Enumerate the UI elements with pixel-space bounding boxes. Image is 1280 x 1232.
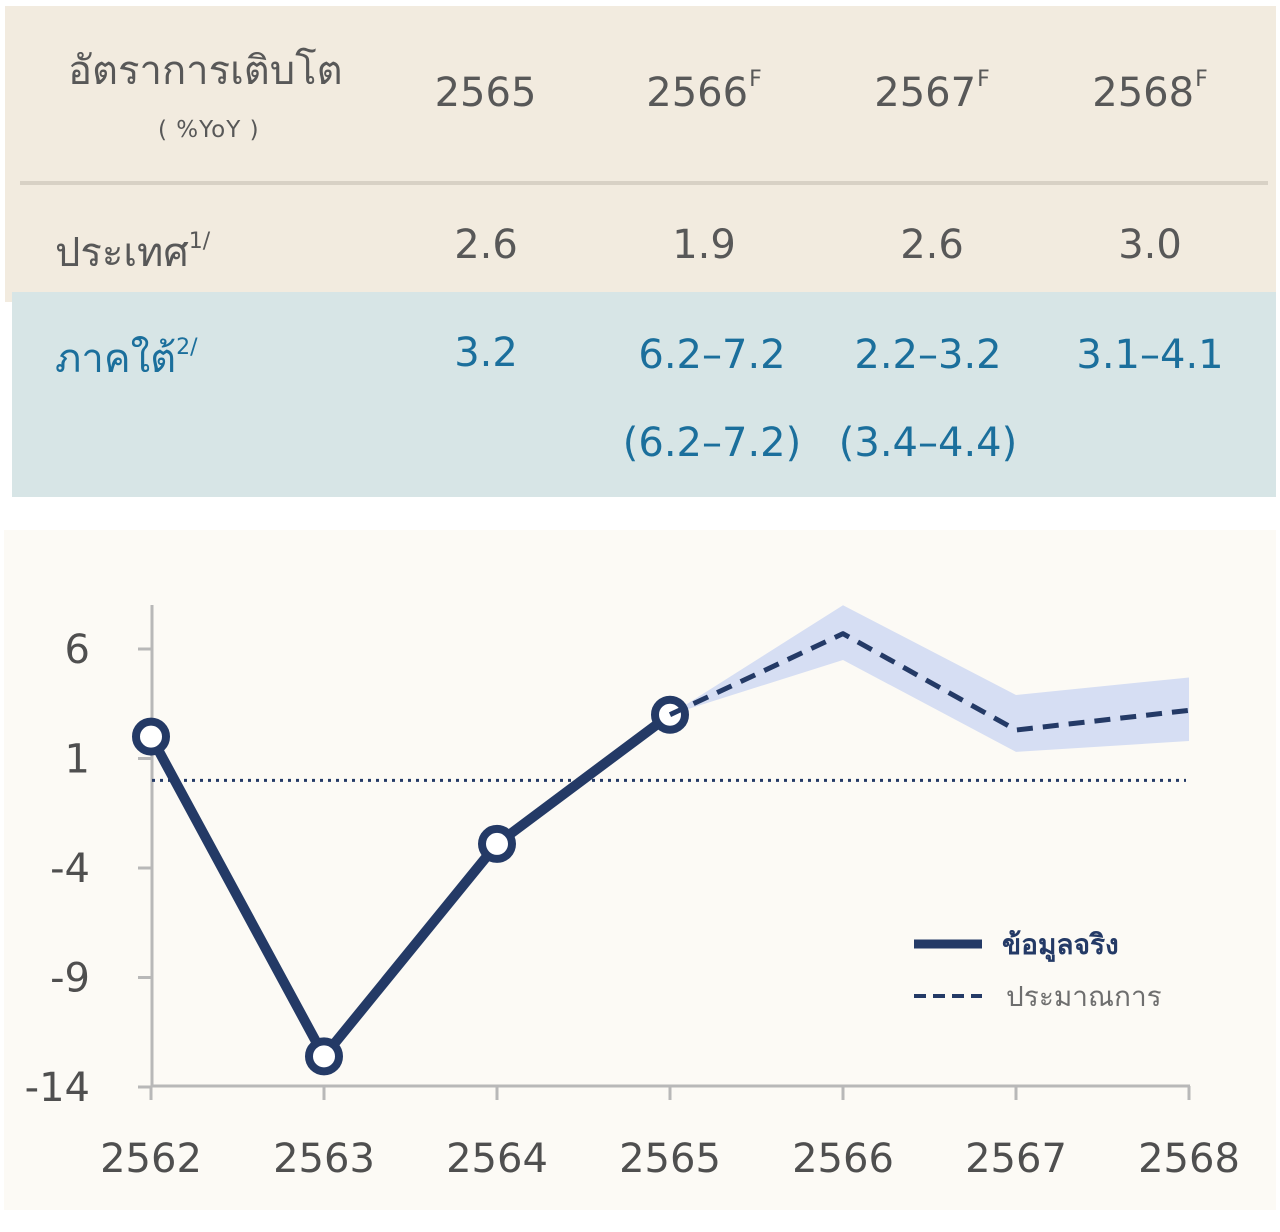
south-value: 6.2–7.2 bbox=[638, 332, 786, 378]
south-row-bg bbox=[12, 292, 1276, 497]
x-tick-label: 2562 bbox=[100, 1136, 202, 1182]
legend-label-actual: ข้อมูลจริง bbox=[1002, 928, 1119, 962]
actual-data-point bbox=[305, 1037, 343, 1076]
x-tick-label: 2563 bbox=[273, 1136, 375, 1182]
table-title: อัตราการเติบโต bbox=[68, 48, 343, 94]
x-tick-label: 2565 bbox=[619, 1136, 721, 1182]
header-divider bbox=[20, 181, 1268, 185]
x-tick-label: 2568 bbox=[1138, 1136, 1240, 1182]
row-label-south: ภาคใต้2/ bbox=[55, 334, 198, 382]
y-tick-label: -9 bbox=[50, 956, 90, 1002]
country-value: 2.6 bbox=[900, 222, 964, 268]
chart-panel bbox=[4, 530, 1276, 1210]
x-tick-label: 2567 bbox=[965, 1136, 1067, 1182]
country-value: 3.0 bbox=[1118, 222, 1182, 268]
south-value: 3.1–4.1 bbox=[1076, 332, 1224, 378]
actual-data-point bbox=[478, 824, 516, 863]
forecast-line bbox=[668, 631, 1190, 733]
south-value: 2.2–3.2 bbox=[854, 332, 1002, 378]
year-header: 2565 bbox=[434, 70, 537, 116]
south-sub-value: (3.4–4.4) bbox=[838, 420, 1018, 466]
year-header: 2568F bbox=[1092, 66, 1208, 116]
country-value: 1.9 bbox=[672, 222, 736, 268]
actual-data-point bbox=[132, 717, 170, 756]
south-sub-value: (6.2–7.2) bbox=[622, 420, 802, 466]
y-tick-label: 6 bbox=[65, 627, 90, 673]
actual-line bbox=[146, 710, 673, 1062]
year-header: 2566F bbox=[646, 66, 762, 116]
y-tick-label: -14 bbox=[25, 1065, 90, 1111]
year-header: 2567F bbox=[874, 66, 990, 116]
table-header-bg bbox=[5, 6, 1276, 302]
south-value: 3.2 bbox=[454, 330, 518, 376]
y-tick-label: 1 bbox=[65, 737, 90, 783]
growth-table: อัตราการเติบโต ( %YoY ) 2565 2566F 2567F… bbox=[0, 0, 1280, 500]
legend-label-forecast: ประมาณการ bbox=[1006, 980, 1162, 1013]
forecast-range-band bbox=[670, 605, 1189, 752]
x-tick-label: 2566 bbox=[792, 1136, 894, 1182]
table-unit: ( %YoY ) bbox=[158, 117, 260, 143]
row-label-country: ประเทศ1/ bbox=[55, 228, 211, 276]
x-tick-label: 2564 bbox=[446, 1136, 548, 1182]
country-value: 2.6 bbox=[454, 222, 518, 268]
y-tick-label: -4 bbox=[50, 846, 90, 892]
